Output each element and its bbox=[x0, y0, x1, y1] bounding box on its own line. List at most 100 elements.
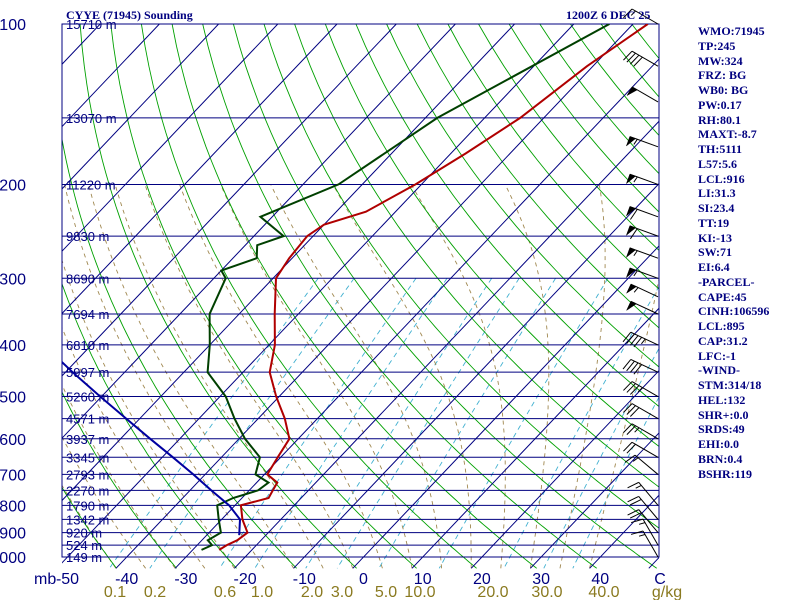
mixing-ratio-label: 2.0 bbox=[301, 584, 323, 600]
plot-frame bbox=[61, 23, 660, 558]
mixing-ratio-line bbox=[543, 347, 659, 569]
wind-barb-feather bbox=[622, 359, 632, 370]
isotherm-line bbox=[62, 24, 338, 315]
wind-barb bbox=[625, 225, 659, 240]
wind-barb-feather bbox=[630, 530, 644, 535]
dry-adiabat-line bbox=[263, 24, 659, 529]
moist-adiabat-line bbox=[410, 184, 506, 569]
wind-barb bbox=[626, 86, 659, 103]
moist-adiabat-line bbox=[88, 184, 294, 569]
isotherm-line bbox=[62, 24, 515, 502]
wind-barb-staff bbox=[642, 518, 659, 546]
wind-barb bbox=[627, 509, 659, 533]
wind-barb-feather bbox=[626, 443, 636, 454]
index-line: WB0: BG bbox=[698, 83, 749, 97]
height-label: 1342 m bbox=[66, 512, 109, 527]
wind-barb-staff bbox=[630, 331, 659, 346]
index-line: EI:6.4 bbox=[698, 260, 730, 274]
index-line: EHI:0.0 bbox=[698, 437, 740, 451]
wind-barb-staff bbox=[638, 496, 659, 520]
index-line: -WIND- bbox=[698, 363, 740, 378]
wind-barb-feather bbox=[627, 495, 639, 503]
isotherm-line bbox=[62, 24, 219, 190]
wind-barb-feather bbox=[626, 333, 635, 344]
wind-barb bbox=[627, 495, 659, 520]
dry-adiabat-line bbox=[324, 24, 659, 448]
pressure-label: 200 bbox=[0, 177, 26, 194]
mixing-ratio-line bbox=[149, 278, 355, 569]
wind-barb-feather bbox=[633, 336, 643, 348]
dry-adiabat-line bbox=[62, 136, 297, 569]
height-label: 1790 m bbox=[66, 498, 109, 513]
height-label: 2270 m bbox=[66, 483, 109, 498]
wind-barb bbox=[625, 300, 659, 315]
index-line: STM:314/18 bbox=[698, 378, 762, 392]
moist-adiabat-line bbox=[220, 184, 413, 569]
height-label: 920 m bbox=[66, 526, 102, 541]
parcel-profile-line bbox=[62, 360, 242, 536]
wind-barb-staff bbox=[631, 8, 659, 25]
index-line: MW:324 bbox=[698, 53, 743, 68]
mixing-ratio-line bbox=[438, 278, 609, 569]
wind-barb-feather bbox=[627, 509, 639, 516]
isotherm-line bbox=[234, 120, 659, 569]
moist-adiabat-line bbox=[64, 184, 265, 569]
wind-barb bbox=[623, 381, 659, 397]
wind-barb-flag bbox=[625, 206, 636, 217]
wind-barb bbox=[623, 50, 659, 67]
sounding-time: 1200Z 6 DEC 25 bbox=[566, 8, 651, 22]
wind-barb-flag bbox=[625, 300, 637, 312]
dry-adiabat-line bbox=[447, 24, 659, 290]
isotherm-line bbox=[352, 245, 659, 569]
wind-barb bbox=[623, 403, 659, 420]
moist-adiabat-line bbox=[62, 436, 146, 569]
index-line: TP:245 bbox=[698, 38, 736, 53]
moist-adiabat-line bbox=[504, 184, 550, 569]
wind-barb-flag bbox=[625, 136, 636, 147]
dry-adiabat-line bbox=[478, 24, 659, 251]
wind-barb-half-feather bbox=[634, 427, 640, 433]
index-line: HEL:132 bbox=[698, 392, 746, 407]
wind-barb-feather bbox=[623, 403, 633, 413]
index-line: MAXT:-8.7 bbox=[698, 127, 757, 142]
wind-barb-feather bbox=[626, 405, 636, 415]
wind-barb-feather bbox=[622, 331, 632, 343]
pressure-label: 500 bbox=[0, 390, 26, 407]
index-line: LCL:895 bbox=[698, 319, 745, 333]
wind-barb bbox=[622, 331, 659, 348]
wind-barb-half-feather bbox=[633, 270, 638, 277]
wind-barb-half-feather bbox=[641, 338, 646, 345]
mixing-ratio-label: 0.2 bbox=[144, 584, 166, 600]
wind-barb bbox=[630, 518, 659, 546]
wind-barb-staff bbox=[630, 359, 659, 373]
mixing-ratio-label: 0.1 bbox=[104, 584, 126, 600]
mixing-ratio-lines bbox=[109, 278, 659, 569]
dry-adiabat-line bbox=[386, 24, 659, 368]
wind-barb-half-feather bbox=[633, 250, 638, 257]
wind-barb bbox=[623, 423, 659, 440]
moist-adiabat-line bbox=[62, 326, 206, 569]
pressure-label: 800 bbox=[0, 498, 26, 515]
pressure-label: 600 bbox=[0, 432, 26, 449]
wind-barb-feather bbox=[623, 381, 633, 391]
wind-barb-flag bbox=[625, 283, 637, 294]
moist-adiabat-line bbox=[144, 184, 354, 569]
temperature-tick-label: 20 bbox=[473, 571, 491, 588]
height-label: 11220 m bbox=[66, 177, 116, 192]
mixing-ratio-unit-label: g/kg bbox=[652, 584, 682, 600]
height-label: 8690 m bbox=[66, 271, 109, 286]
index-line: PW:0.17 bbox=[698, 97, 742, 112]
wind-barb-half-feather bbox=[633, 287, 639, 293]
wind-barb-feather bbox=[624, 454, 636, 463]
wind-barb bbox=[625, 247, 659, 259]
mixing-ratio-label: 5.0 bbox=[375, 584, 397, 600]
wind-barb-staff bbox=[642, 530, 659, 558]
moist-adiabat-line bbox=[559, 184, 606, 569]
wind-barb-feather bbox=[629, 228, 638, 240]
isobars bbox=[61, 23, 660, 558]
wind-barb bbox=[624, 454, 659, 475]
height-label: 149 m bbox=[66, 550, 102, 565]
temperature-tick-label: 0 bbox=[359, 571, 368, 588]
wind-barb-feather bbox=[629, 362, 639, 373]
wind-barb bbox=[625, 136, 659, 148]
